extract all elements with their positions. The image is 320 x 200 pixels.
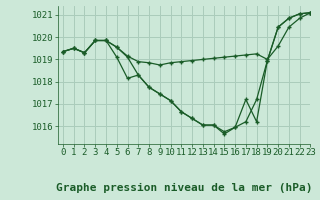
- Text: Graphe pression niveau de la mer (hPa): Graphe pression niveau de la mer (hPa): [56, 183, 312, 193]
